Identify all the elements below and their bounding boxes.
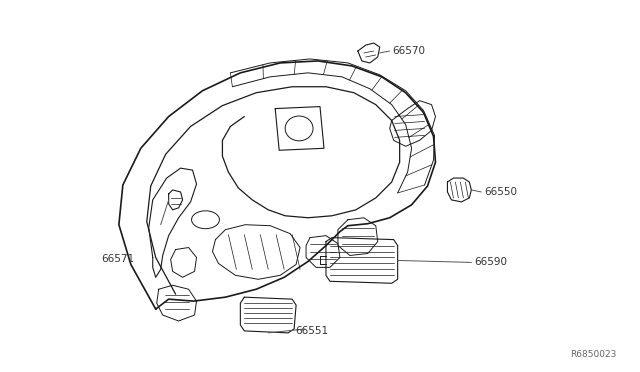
Text: R6850023: R6850023 (570, 350, 617, 359)
Text: 66571: 66571 (101, 254, 134, 264)
Text: 66590: 66590 (474, 257, 508, 267)
Text: 66551: 66551 (295, 326, 328, 336)
Text: 66550: 66550 (484, 187, 517, 197)
Text: 66570: 66570 (393, 46, 426, 56)
